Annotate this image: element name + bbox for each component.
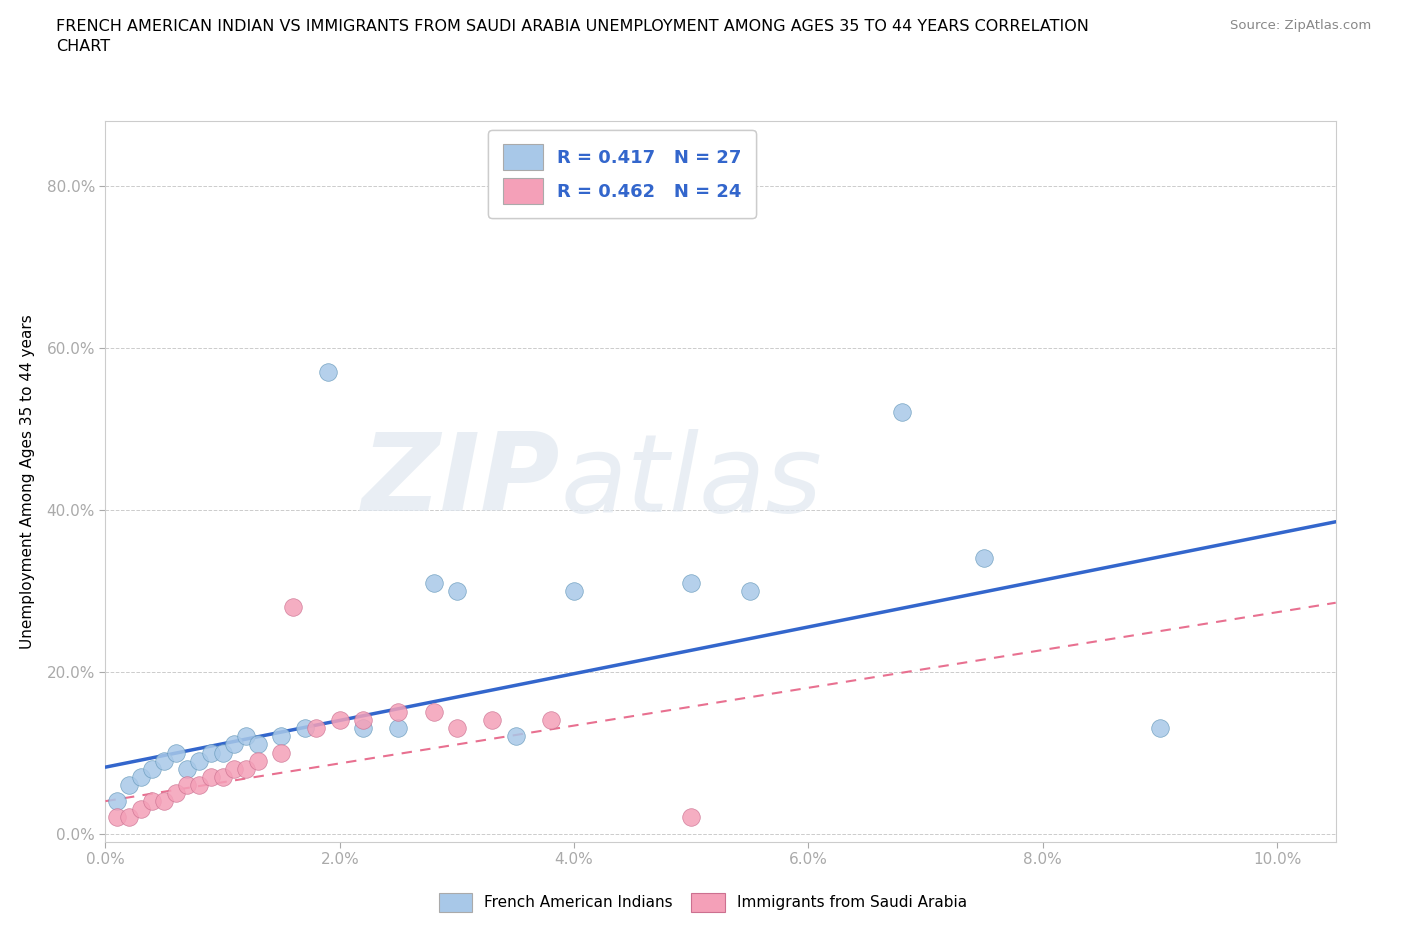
Point xyxy=(235,729,257,744)
Point xyxy=(211,769,233,784)
Point xyxy=(141,793,163,808)
Point xyxy=(422,575,444,590)
Point xyxy=(246,737,269,752)
Point xyxy=(153,793,176,808)
Point xyxy=(200,745,222,760)
Point xyxy=(446,721,468,736)
Point xyxy=(224,737,246,752)
Point xyxy=(118,777,141,792)
Text: FRENCH AMERICAN INDIAN VS IMMIGRANTS FROM SAUDI ARABIA UNEMPLOYMENT AMONG AGES 3: FRENCH AMERICAN INDIAN VS IMMIGRANTS FRO… xyxy=(56,19,1090,33)
Point xyxy=(540,712,562,727)
Point xyxy=(105,810,128,825)
Point xyxy=(681,575,703,590)
Point xyxy=(211,745,233,760)
Point xyxy=(352,721,374,736)
Text: atlas: atlas xyxy=(561,429,823,534)
Point xyxy=(188,753,211,768)
Point xyxy=(224,762,246,777)
Text: ZIP: ZIP xyxy=(363,429,561,534)
Point xyxy=(446,583,468,598)
Point xyxy=(738,583,761,598)
Point xyxy=(141,762,163,777)
Point xyxy=(329,712,352,727)
Point xyxy=(129,802,152,817)
Point xyxy=(176,777,198,792)
Point xyxy=(246,753,269,768)
Point xyxy=(505,729,527,744)
Point xyxy=(281,599,304,614)
Point xyxy=(481,712,503,727)
Point xyxy=(352,712,374,727)
Point xyxy=(118,810,141,825)
Point xyxy=(153,753,176,768)
Point xyxy=(387,705,409,720)
Y-axis label: Unemployment Among Ages 35 to 44 years: Unemployment Among Ages 35 to 44 years xyxy=(21,314,35,648)
Point xyxy=(1149,721,1171,736)
Point xyxy=(305,721,328,736)
Point xyxy=(129,769,152,784)
Point xyxy=(681,810,703,825)
Point xyxy=(973,551,995,565)
Point xyxy=(105,793,128,808)
Point xyxy=(188,777,211,792)
Point xyxy=(270,745,292,760)
Point xyxy=(200,769,222,784)
Point xyxy=(422,705,444,720)
Legend: French American Indians, Immigrants from Saudi Arabia: French American Indians, Immigrants from… xyxy=(433,887,973,918)
Point xyxy=(891,405,914,419)
Point xyxy=(165,786,187,801)
Point xyxy=(235,762,257,777)
Point xyxy=(387,721,409,736)
Point xyxy=(176,762,198,777)
Point xyxy=(165,745,187,760)
Point xyxy=(270,729,292,744)
Legend: R = 0.417   N = 27, R = 0.462   N = 24: R = 0.417 N = 27, R = 0.462 N = 24 xyxy=(488,130,756,218)
Text: CHART: CHART xyxy=(56,39,110,54)
Point xyxy=(294,721,316,736)
Point xyxy=(316,365,339,379)
Text: Source: ZipAtlas.com: Source: ZipAtlas.com xyxy=(1230,19,1371,32)
Point xyxy=(562,583,585,598)
